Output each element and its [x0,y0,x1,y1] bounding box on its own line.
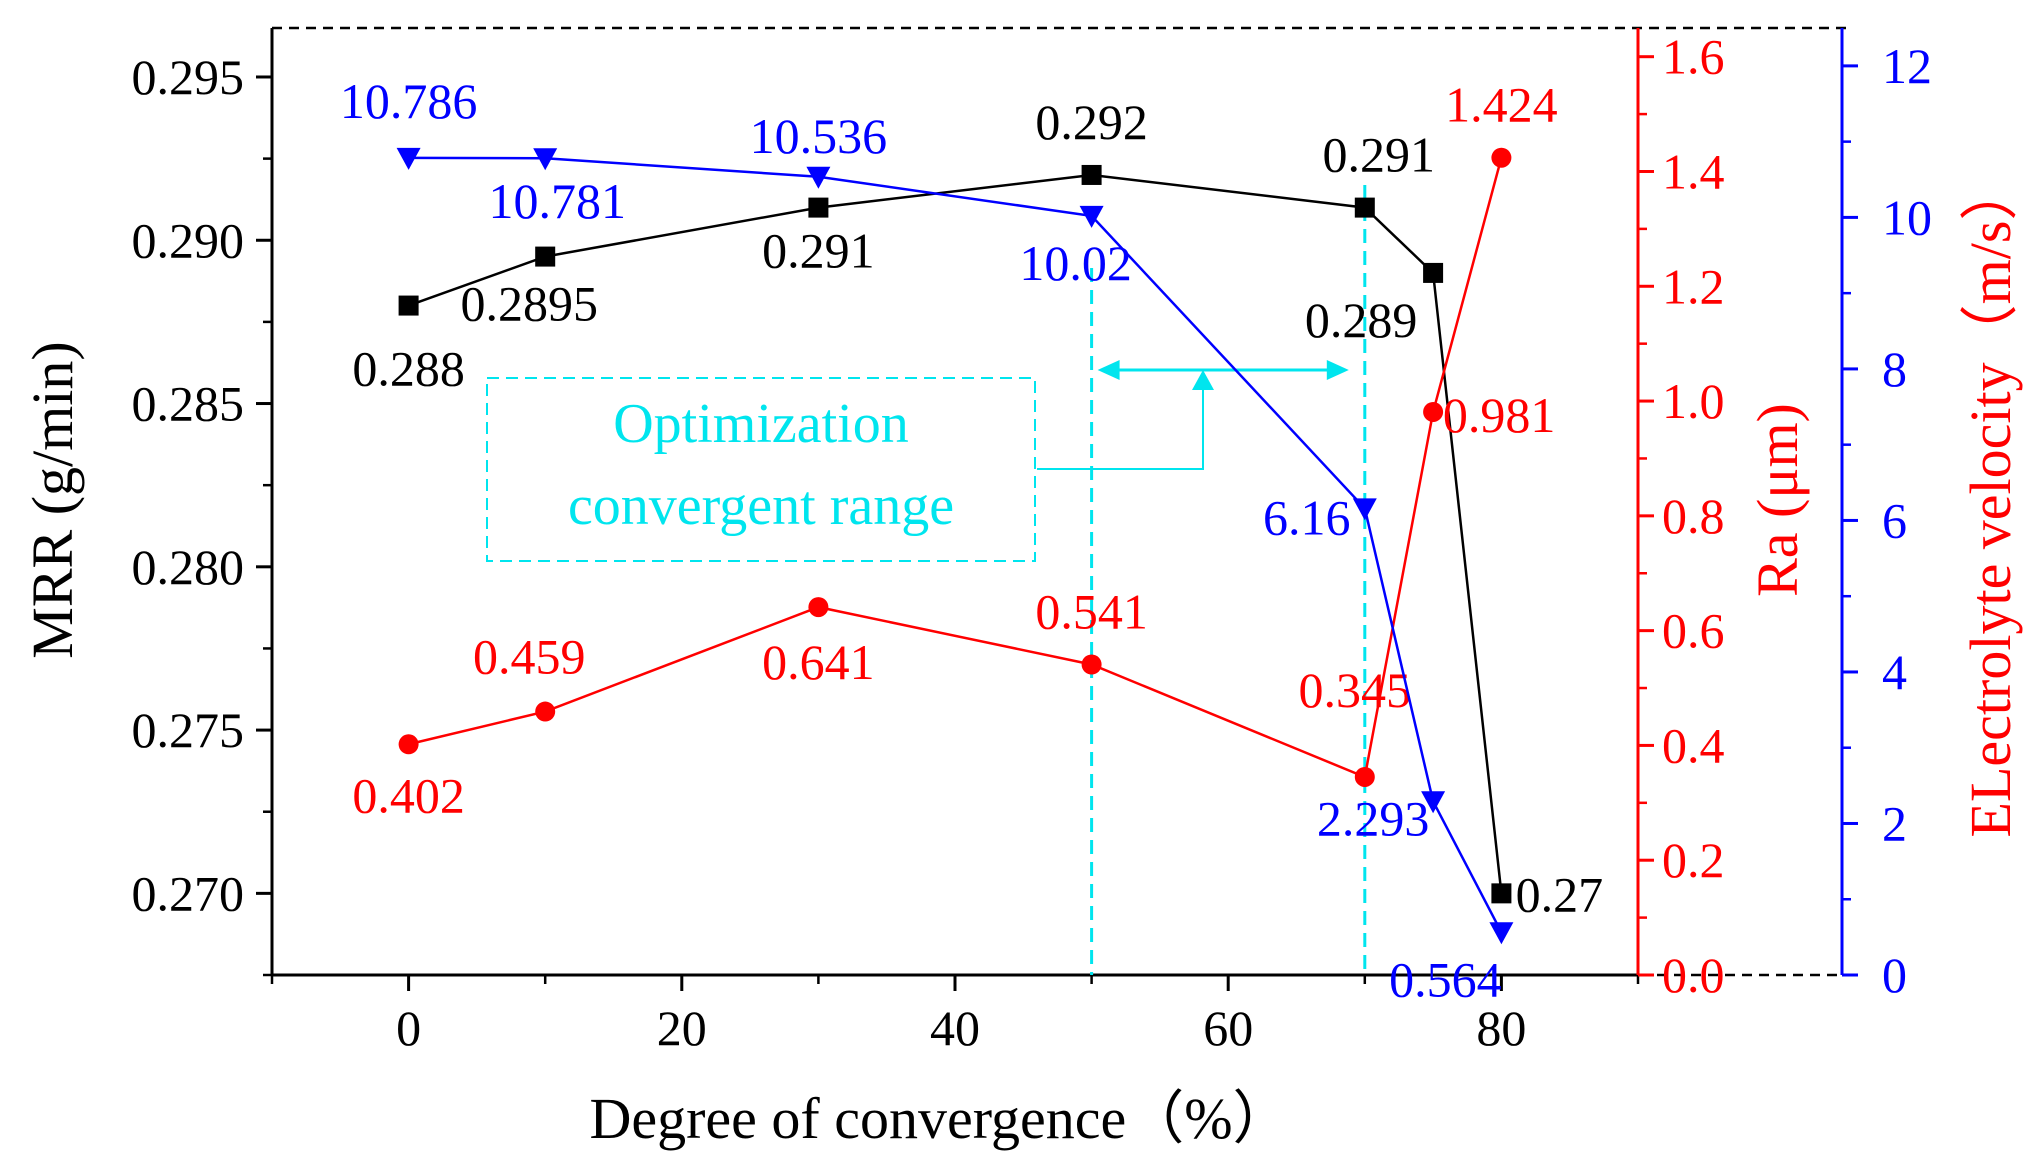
data-point-marker [808,597,829,618]
data-label: 0.292 [1035,94,1148,150]
data-point-marker [1081,164,1102,185]
data-point-marker [1354,766,1375,787]
data-label: 1.424 [1445,77,1558,133]
data-point-marker [535,246,556,267]
data-point-marker [535,701,556,722]
velocity-tick-label: 4 [1882,644,1907,700]
x-tick-label: 60 [1203,1000,1253,1056]
velocity-axis-title: ELectrolyte velocity（m/s） [1958,163,2023,838]
data-label: 0.981 [1443,387,1556,443]
data-point-marker [398,295,419,316]
ra-tick-label: 0.2 [1662,832,1725,888]
data-label: 10.781 [488,173,626,229]
series-layer: 0.288 0.2895 0.291 0.292 0.291 0.289 0.27 0.402… [340,73,1603,1007]
x-axis-title: Degree of convergence（%） [589,1086,1290,1151]
ra-tick-label: 1.2 [1662,258,1725,314]
data-point-marker [1491,883,1512,904]
data-label: 0.2895 [460,276,598,332]
mrr-tick-label: 0.280 [132,539,245,595]
data-point-marker [806,166,831,189]
data-point-marker [396,147,421,170]
series-mrr: 0.288 0.2895 0.291 0.292 0.291 0.289 0.27 [352,94,1603,922]
data-label: 2.293 [1317,790,1430,846]
data-label: 0.288 [352,341,465,397]
ra-tick-label: 1.0 [1662,373,1725,429]
annotation-box [486,377,1036,562]
data-point-marker [1491,147,1512,168]
ra-tick-label: 1.4 [1662,143,1725,199]
data-point-marker [1489,922,1514,945]
data-label: 0.459 [473,629,586,685]
data-point-marker [1079,205,1104,228]
x-tick-label: 80 [1476,1000,1526,1056]
data-label: 6.16 [1263,489,1351,545]
range-arrow-head-right [1326,360,1349,380]
data-point-marker [808,197,829,218]
data-point-marker [533,148,558,171]
data-point-marker [1423,262,1444,283]
annotation-leader-arrow [1192,370,1214,390]
mrr-tick-label: 0.275 [132,702,245,758]
mrr-axis-title: MRR (g/min) [20,341,85,658]
velocity-tick-label: 10 [1882,189,1932,245]
data-label: 0.541 [1035,583,1148,639]
annotation-text-line2: convergent range [568,475,954,537]
axis-titles: Degree of convergence（%） MRR (g/min) Ra … [20,163,2023,1151]
data-label: 0.289 [1305,292,1418,348]
data-label: 0.291 [762,223,875,279]
data-label: 0.345 [1299,662,1412,718]
axis-ticks: 0 20 40 60 800.2700.2750.2800.2850.2900.2950… [132,29,1933,1056]
ra-tick-label: 0.4 [1662,717,1725,773]
velocity-tick-label: 0 [1882,947,1907,1003]
data-label: 0.641 [762,634,875,690]
velocity-tick-label: 6 [1882,492,1907,548]
x-tick-label: 20 [657,1000,707,1056]
annotation-leader-line [1037,378,1204,470]
ra-tick-label: 0.0 [1662,947,1725,1003]
ra-tick-label: 0.6 [1662,603,1725,659]
data-label: 10.786 [340,73,478,129]
data-label: 10.02 [1019,235,1132,291]
range-arrow-head-left [1097,360,1120,380]
ra-tick-label: 1.6 [1662,29,1725,85]
axes-frame [270,26,1850,977]
data-point-marker [1081,654,1102,675]
series-ra: 0.402 0.459 0.641 0.541 0.345 0.981 1.424 [352,77,1557,824]
data-point-marker [398,734,419,755]
ra-tick-label: 0.8 [1662,488,1725,544]
mrr-tick-label: 0.285 [132,376,245,432]
mrr-tick-label: 0.295 [132,49,245,105]
data-point-marker [1354,197,1375,218]
data-label: 0.27 [1516,866,1604,922]
data-label: 10.536 [750,108,888,164]
data-point-marker [1423,401,1444,422]
data-point-marker [1421,791,1446,814]
x-tick-label: 0 [396,1000,421,1056]
mrr-tick-label: 0.270 [132,865,245,921]
mrr-tick-label: 0.290 [132,212,245,268]
data-point-marker [1352,498,1377,521]
velocity-tick-label: 8 [1882,341,1907,397]
data-label: 0.564 [1389,951,1502,1007]
velocity-tick-label: 2 [1882,795,1907,851]
x-tick-label: 40 [930,1000,980,1056]
optimization-annotation: Optimization convergent range [486,185,1367,975]
velocity-tick-label: 12 [1882,38,1932,94]
ra-axis-title: Ra (μm) [1745,403,1810,597]
annotation-text-line1: Optimization [613,393,909,455]
data-label: 0.402 [352,767,465,823]
data-label: 0.291 [1323,127,1436,183]
